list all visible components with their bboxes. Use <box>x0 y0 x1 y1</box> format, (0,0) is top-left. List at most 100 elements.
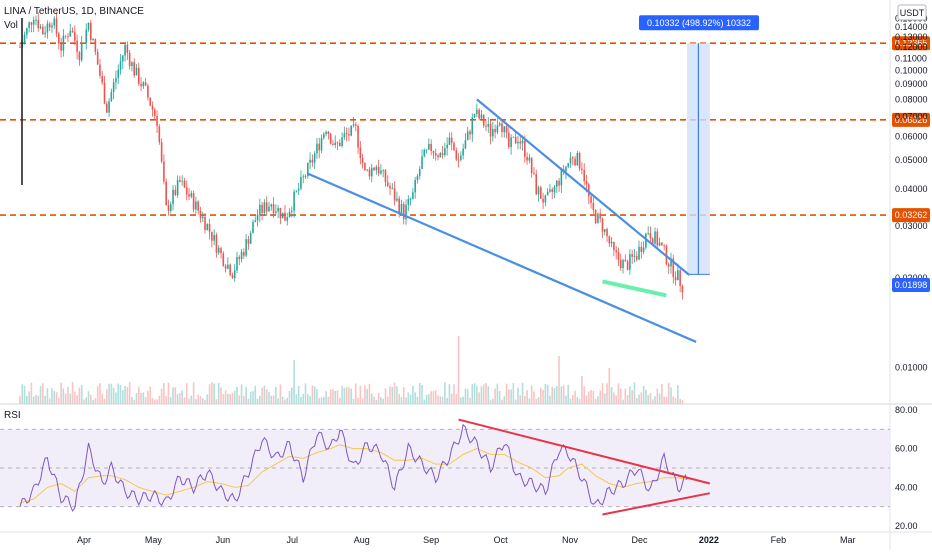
volume-bar <box>542 389 544 404</box>
candle-body <box>437 155 439 158</box>
volume-bar <box>124 385 126 404</box>
volume-bar <box>396 386 398 404</box>
candle-body <box>677 270 679 281</box>
volume-bar <box>62 388 65 404</box>
volume-bar <box>444 382 446 404</box>
volume-bar <box>313 386 316 404</box>
candle-body <box>416 175 419 181</box>
candle-body <box>553 186 556 192</box>
volume-bar <box>494 388 496 404</box>
candle-body <box>421 156 423 170</box>
candle-body <box>316 143 318 154</box>
candle-body <box>78 52 81 61</box>
price-tick-label: 0.01000 <box>895 363 928 373</box>
volume-bar <box>370 393 373 404</box>
volume-bar <box>131 396 133 404</box>
candle-body <box>492 128 494 137</box>
volume-bar <box>567 385 570 404</box>
candle-body <box>58 33 60 44</box>
volume-bar <box>553 388 556 404</box>
volume-bar <box>167 382 170 404</box>
volume-bar <box>373 396 375 404</box>
volume-bar <box>318 397 321 404</box>
candle-layer <box>19 12 684 300</box>
candle-body <box>672 258 675 278</box>
volume-bar <box>172 387 174 404</box>
volume-bar <box>677 384 679 404</box>
volume-bar <box>471 384 474 404</box>
time-tick-label: 2022 <box>699 535 719 545</box>
volume-bar <box>281 396 284 404</box>
candle-body <box>423 149 426 157</box>
volume-bar <box>254 385 257 404</box>
volume-bar <box>480 386 483 404</box>
candle-body <box>176 180 179 196</box>
volume-bar <box>252 391 254 404</box>
volume-bar <box>176 393 179 404</box>
candle-body <box>587 184 590 197</box>
volume-bar <box>428 394 430 404</box>
volume-bar <box>197 394 199 404</box>
volume-bar <box>156 399 158 404</box>
volume-bar <box>555 386 558 404</box>
symbol-title[interactable]: LINA / TetherUS, 1D, BINANCE <box>4 6 144 17</box>
volume-label[interactable]: Vol <box>4 20 18 31</box>
measure-label-text: 0.10332 (498.92%) 10332 <box>647 18 751 28</box>
candle-body <box>259 204 261 215</box>
rsi-label[interactable]: RSI <box>4 410 21 421</box>
volume-bar <box>158 395 161 404</box>
candle-body <box>83 42 85 44</box>
candle-body <box>581 168 583 171</box>
volume-bar <box>275 386 277 404</box>
candle-body <box>304 176 307 177</box>
candle-body <box>284 212 286 221</box>
volume-bar <box>110 383 113 404</box>
candle-body <box>119 61 122 70</box>
candle-body <box>473 114 476 118</box>
volume-bar <box>658 393 661 404</box>
candle-body <box>615 250 617 253</box>
rsi-trend-line <box>458 418 711 485</box>
currency-badge[interactable]: USDT <box>897 4 927 21</box>
candle-body <box>366 169 368 171</box>
volume-bar <box>227 393 229 404</box>
candle-body <box>318 143 321 151</box>
candle-body <box>514 136 517 144</box>
candle-body <box>220 247 222 254</box>
volume-bar <box>272 395 275 404</box>
volume-bar <box>619 388 622 404</box>
candle-body <box>46 23 49 33</box>
volume-bar <box>560 386 563 404</box>
volume-bar <box>571 394 574 404</box>
volume-bar <box>565 395 567 404</box>
volume-bar <box>462 396 464 404</box>
candle-body <box>357 125 359 148</box>
candle-body <box>386 182 389 186</box>
volume-bar <box>681 399 684 404</box>
volume-bar <box>407 392 410 404</box>
time-tick-label: Feb <box>771 535 787 545</box>
volume-bar <box>441 396 444 404</box>
candle-body <box>377 166 380 174</box>
volume-bar <box>457 336 460 404</box>
candle-body <box>240 252 243 259</box>
volume-bar <box>291 387 293 404</box>
candle-body <box>393 188 396 201</box>
volume-bar <box>354 383 357 404</box>
volume-bar <box>642 386 645 404</box>
candle-body <box>428 143 430 150</box>
candle-body <box>441 153 444 155</box>
drawing-layer[interactable]: 0.10332 (498.92%) 10332 <box>307 15 759 343</box>
candle-body <box>453 142 455 151</box>
volume-bar <box>37 395 40 404</box>
volume-bar <box>377 392 380 404</box>
candle-body <box>252 222 254 234</box>
candle-body <box>434 152 437 156</box>
time-tick-label: Apr <box>77 535 91 545</box>
candle-body <box>389 185 391 189</box>
candle-body <box>160 142 163 162</box>
volume-bar <box>608 368 611 404</box>
candle-body <box>412 192 414 199</box>
